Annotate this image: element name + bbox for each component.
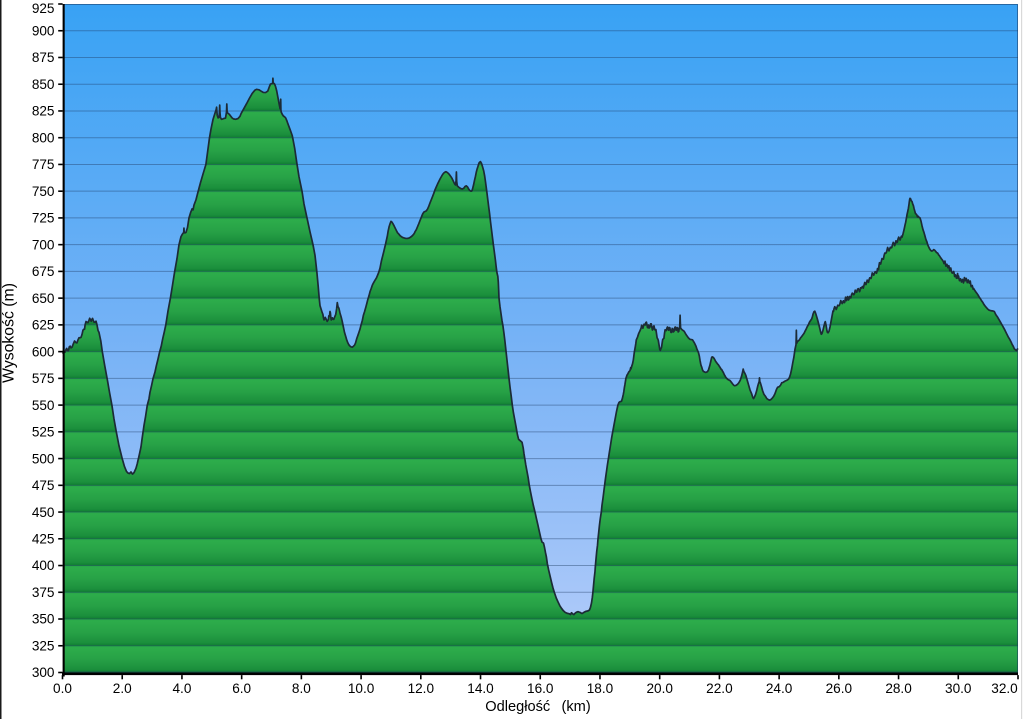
svg-text:675: 675	[32, 264, 55, 279]
svg-text:0.0: 0.0	[53, 681, 72, 696]
svg-text:30.0: 30.0	[945, 681, 972, 696]
svg-text:575: 575	[32, 371, 55, 386]
svg-text:16.0: 16.0	[527, 681, 554, 696]
svg-text:900: 900	[32, 23, 55, 38]
svg-text:525: 525	[32, 425, 55, 440]
svg-text:850: 850	[32, 77, 55, 92]
svg-text:650: 650	[32, 291, 55, 306]
svg-text:800: 800	[32, 130, 55, 145]
svg-text:22.0: 22.0	[706, 681, 733, 696]
svg-text:28.0: 28.0	[885, 681, 912, 696]
svg-text:Wysokość (m): Wysokość (m)	[1, 283, 18, 383]
svg-text:2.0: 2.0	[113, 681, 132, 696]
svg-text:6.0: 6.0	[232, 681, 251, 696]
svg-text:600: 600	[32, 344, 55, 359]
svg-text:825: 825	[32, 104, 55, 119]
svg-text:875: 875	[32, 50, 55, 65]
svg-text:32.0: 32.0	[991, 681, 1018, 696]
svg-text:550: 550	[32, 398, 55, 413]
svg-text:925: 925	[32, 1, 55, 16]
svg-text:350: 350	[32, 612, 55, 627]
svg-text:775: 775	[32, 157, 55, 172]
svg-text:425: 425	[32, 532, 55, 547]
svg-text:14.0: 14.0	[467, 681, 494, 696]
svg-text:700: 700	[32, 237, 55, 252]
svg-text:300: 300	[32, 665, 55, 680]
svg-text:10.0: 10.0	[348, 681, 375, 696]
svg-text:26.0: 26.0	[826, 681, 853, 696]
svg-text:625: 625	[32, 318, 55, 333]
svg-text:Odległość (km): Odległość (km)	[485, 699, 590, 715]
svg-text:750: 750	[32, 184, 55, 199]
svg-text:4.0: 4.0	[172, 681, 191, 696]
svg-text:18.0: 18.0	[587, 681, 614, 696]
svg-text:24.0: 24.0	[766, 681, 793, 696]
svg-text:375: 375	[32, 585, 55, 600]
svg-text:400: 400	[32, 558, 55, 573]
svg-text:325: 325	[32, 638, 55, 653]
svg-text:450: 450	[32, 505, 55, 520]
svg-text:8.0: 8.0	[292, 681, 311, 696]
svg-text:20.0: 20.0	[646, 681, 673, 696]
svg-text:475: 475	[32, 478, 55, 493]
svg-text:725: 725	[32, 211, 55, 226]
svg-text:500: 500	[32, 451, 55, 466]
svg-text:12.0: 12.0	[408, 681, 435, 696]
